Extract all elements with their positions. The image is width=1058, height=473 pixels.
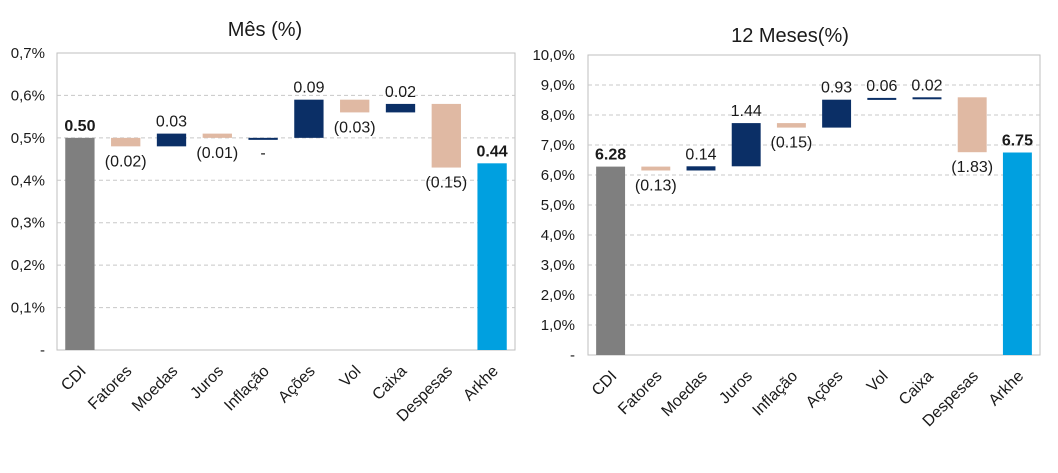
bar-3 — [686, 166, 716, 171]
data-label: 0.44 — [477, 143, 508, 160]
bar-8 — [385, 103, 416, 113]
y-tick-label: 0,4% — [11, 172, 45, 189]
chart-2: 12 Meses(%) - 1,0% 2,0% 3,0% 4,0% 5,0% 6,0% 7,0%… — [532, 25, 1041, 430]
category-label: Fatores — [615, 368, 665, 418]
data-label: - — [260, 145, 265, 162]
chart-title: 12 Meses(%) — [731, 25, 849, 47]
bar-3 — [156, 133, 187, 147]
bar-2 — [641, 166, 671, 171]
data-label: 0.93 — [821, 80, 852, 97]
y-tick-label: 2,0% — [541, 287, 575, 304]
y-tick-label: 0,3% — [11, 215, 45, 232]
bar-1 — [65, 137, 95, 350]
bar-4 — [202, 133, 232, 138]
category-label: Juros — [187, 363, 227, 403]
y-tick-label: - — [40, 342, 45, 359]
bar-9 — [957, 97, 987, 153]
bar-6 — [822, 99, 852, 128]
data-label: 0.50 — [64, 118, 95, 135]
category-label: Moedas — [129, 363, 181, 415]
y-tick-label: 10,0% — [532, 47, 575, 64]
bar-5 — [776, 123, 806, 128]
data-label: 0.14 — [685, 146, 716, 163]
category-label: Caixa — [896, 368, 937, 409]
data-label: (0.15) — [425, 175, 467, 192]
y-tick-label: 0,6% — [11, 87, 45, 104]
y-tick-label: 6,0% — [541, 167, 575, 184]
y-tick-label: 0,7% — [11, 45, 45, 62]
y-tick-label: 0,1% — [11, 300, 45, 317]
y-tick-label: - — [570, 347, 575, 364]
data-label: 1.44 — [731, 103, 762, 120]
data-label: 0.02 — [911, 77, 942, 94]
bar-6 — [294, 99, 324, 138]
bar-4 — [731, 123, 761, 167]
data-label: (1.83) — [951, 159, 993, 176]
bar-10 — [1002, 152, 1032, 355]
bar-10 — [477, 163, 507, 350]
bar-2 — [111, 137, 141, 147]
data-label: 0.02 — [385, 84, 416, 101]
data-label: 6.75 — [1002, 133, 1033, 150]
y-tick-label: 0,5% — [11, 130, 45, 147]
data-label: (0.15) — [771, 135, 813, 152]
category-label: Vol — [864, 368, 892, 396]
category-label: Ações — [803, 368, 846, 411]
category-label: CDI — [589, 368, 621, 400]
category-label: Vol — [337, 363, 365, 391]
bar-1 — [596, 166, 626, 355]
data-label: 0.09 — [293, 80, 324, 97]
chart-title: Mês (%) — [228, 19, 302, 41]
data-label: 0.06 — [866, 78, 897, 95]
y-tick-label: 3,0% — [541, 257, 575, 274]
y-tick-label: 8,0% — [541, 107, 575, 124]
bar-8 — [912, 97, 942, 100]
bar-7 — [867, 97, 897, 100]
y-tick-label: 0,2% — [11, 257, 45, 274]
data-label: (0.13) — [635, 178, 677, 195]
category-label: Caixa — [369, 363, 410, 404]
bar-9 — [431, 103, 461, 168]
y-tick-label: 4,0% — [541, 227, 575, 244]
category-label: Arkhe — [986, 368, 1028, 410]
y-tick-label: 5,0% — [541, 197, 575, 214]
category-label: Moedas — [659, 368, 711, 420]
category-label: Ações — [275, 363, 318, 406]
bar-7 — [340, 99, 370, 113]
bar-5 — [248, 137, 278, 140]
category-label: Inflação — [750, 368, 802, 420]
category-label: CDI — [58, 363, 90, 395]
chart-1: Mês (%) - 0,1% 0,2% 0,3% 0,4% 0,5% 0,6% 0,7% 0.50… — [11, 19, 516, 425]
category-label: Arkhe — [460, 363, 502, 405]
data-label: 0.03 — [156, 114, 187, 131]
y-tick-label: 7,0% — [541, 137, 575, 154]
plot-frame — [56, 52, 516, 351]
data-label: (0.01) — [196, 145, 238, 162]
y-tick-label: 1,0% — [541, 317, 575, 334]
data-label: 6.28 — [595, 147, 626, 164]
category-label: Juros — [716, 368, 756, 408]
category-label: Inflação — [221, 363, 273, 415]
data-label: (0.03) — [334, 119, 376, 136]
y-tick-label: 9,0% — [541, 77, 575, 94]
category-label: Fatores — [85, 363, 135, 413]
data-label: (0.02) — [105, 153, 147, 170]
